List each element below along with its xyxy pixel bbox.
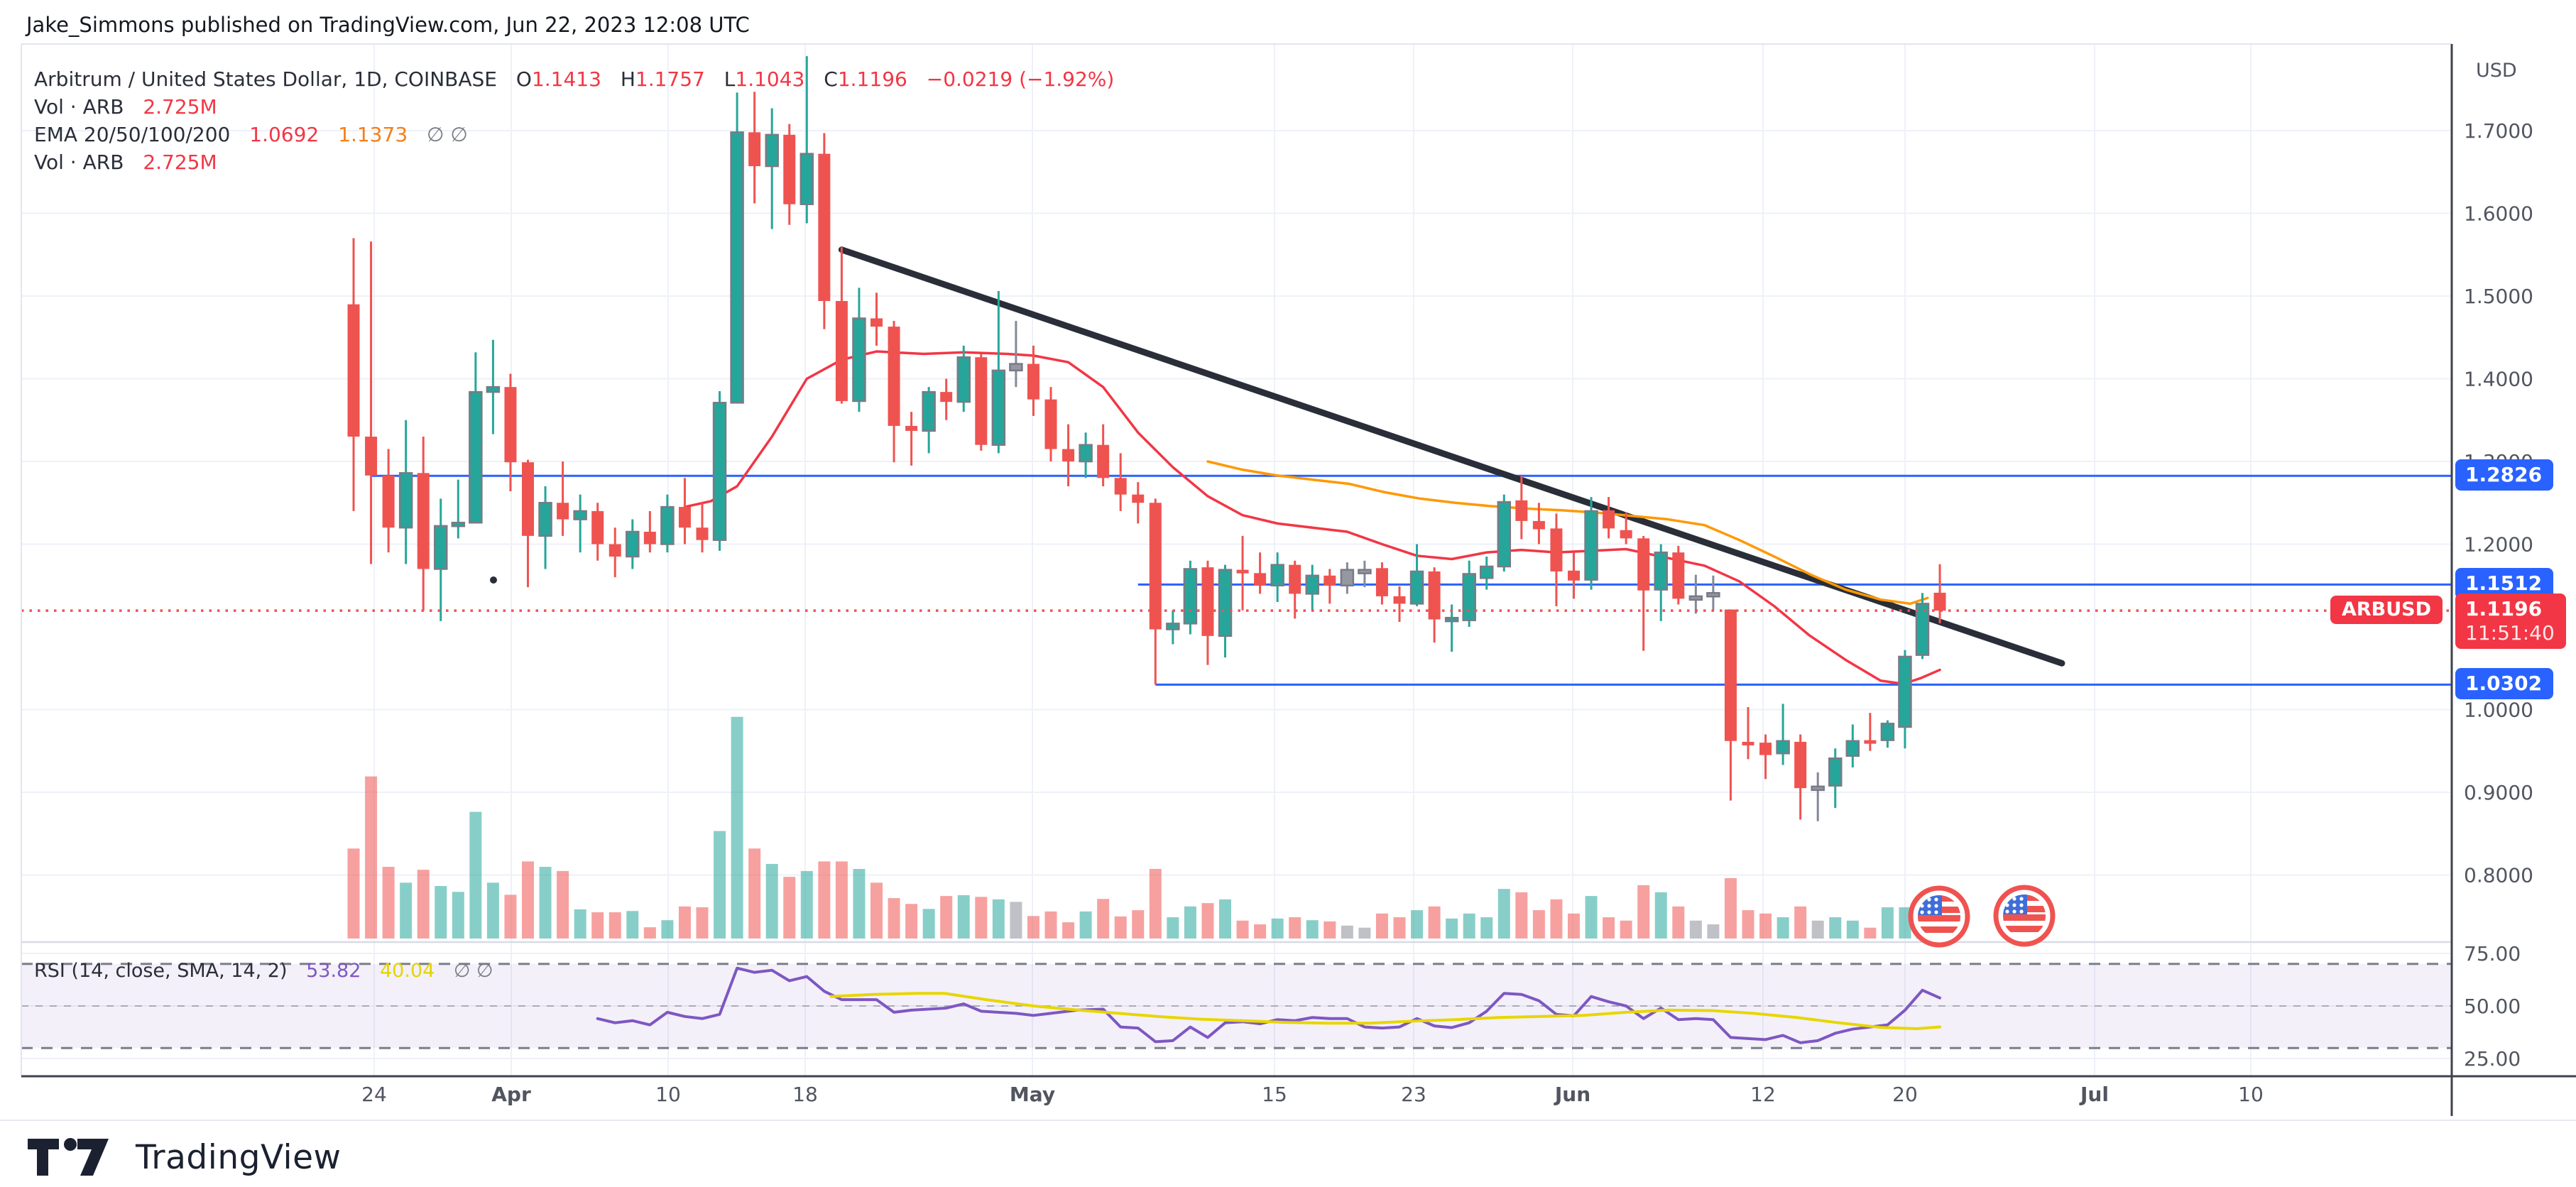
ohlc-change: −0.0219 (−1.92%): [926, 67, 1115, 91]
volume-indicator-row[interactable]: Vol · ARB 2.725M: [34, 93, 1114, 121]
svg-text:15: 15: [1262, 1083, 1287, 1106]
us-event-flag-icons: [1908, 885, 2056, 948]
ohlc-high-value: 1.1757: [635, 67, 705, 91]
price-axis-currency[interactable]: USD: [2476, 60, 2517, 82]
us-flag-icon: [1993, 885, 2056, 947]
volume-indicator-row-2[interactable]: Vol · ARB 2.725M: [34, 148, 1114, 176]
last-price-label[interactable]: 1.1196 11:51:40: [2455, 594, 2566, 650]
published-header: Jake_Simmons published on TradingView.co…: [26, 13, 750, 37]
volume2-label: Vol · ARB: [34, 151, 124, 174]
ema50-value: 1.1373: [338, 123, 408, 146]
svg-text:75.00: 75.00: [2464, 942, 2521, 966]
svg-text:12: 12: [1750, 1083, 1776, 1106]
ohlc-close-value: 1.1196: [837, 67, 907, 91]
ema20-value: 1.0692: [249, 123, 320, 146]
svg-text:0.8000: 0.8000: [2464, 864, 2533, 887]
svg-text:May: May: [1010, 1083, 1055, 1106]
ema-label: EMA 20/50/100/200: [34, 123, 231, 146]
drawing-anchor-dot: [490, 576, 497, 584]
bar-countdown: 11:51:40: [2465, 621, 2555, 645]
volume-label: Vol · ARB: [34, 95, 124, 119]
symbol-legend[interactable]: Arbitrum / United States Dollar, 1D, COI…: [34, 65, 1114, 176]
ohlc-open-value: 1.1413: [531, 67, 601, 91]
svg-text:20: 20: [1892, 1083, 1918, 1106]
rsi-legend[interactable]: RSI (14, close, SMA, 14, 2) 53.82 40.04 …: [34, 960, 493, 982]
svg-text:1.0000: 1.0000: [2464, 699, 2533, 722]
symbol-title: Arbitrum / United States Dollar, 1D, COI…: [34, 67, 497, 91]
tradingview-logo-icon: [28, 1138, 109, 1176]
tradingview-logo-text: TradingView: [136, 1137, 342, 1177]
volume-value: 2.725M: [143, 95, 217, 119]
svg-text:25.00: 25.00: [2464, 1047, 2521, 1071]
svg-text:1.7000: 1.7000: [2464, 119, 2533, 143]
svg-text:1.6000: 1.6000: [2464, 202, 2533, 226]
time-axis-labels: 24 Apr 10 18 May 15 23 Jun 12 20 Jul 10: [361, 1083, 2264, 1106]
volume-bars: [347, 716, 1946, 939]
symbol-price-tag[interactable]: ARBUSD: [2330, 596, 2443, 625]
svg-text:18: 18: [792, 1083, 818, 1106]
svg-text:Jul: Jul: [2079, 1083, 2109, 1106]
rsi-value: 53.82: [306, 960, 361, 982]
svg-text:Apr: Apr: [491, 1083, 531, 1106]
symbol-title-row[interactable]: Arbitrum / United States Dollar, 1D, COI…: [34, 65, 1114, 93]
grid-layer: [21, 44, 2452, 1076]
svg-text:1.2000: 1.2000: [2464, 533, 2533, 557]
level-label-1-2826[interactable]: 1.2826: [2455, 459, 2554, 491]
ohlc-close-label: C: [824, 67, 838, 91]
level-label-1-0302[interactable]: 1.0302: [2455, 668, 2554, 700]
volume2-value: 2.725M: [143, 151, 217, 174]
ema-empty-values: ∅ ∅: [427, 123, 468, 146]
tradingview-footer[interactable]: TradingView: [26, 1134, 341, 1180]
ema-indicator-row[interactable]: EMA 20/50/100/200 1.0692 1.1373 ∅ ∅: [34, 121, 1114, 148]
us-flag-icon: [1908, 885, 1970, 948]
svg-text:24: 24: [361, 1083, 387, 1106]
ohlc-low-label: L: [724, 67, 736, 91]
svg-text:23: 23: [1401, 1083, 1426, 1106]
candles-layer: [347, 56, 1946, 821]
ohlc-high-label: H: [620, 67, 635, 91]
svg-text:1.5000: 1.5000: [2464, 285, 2533, 308]
svg-text:10: 10: [2238, 1083, 2264, 1106]
rsi-band: [21, 963, 2452, 1049]
svg-text:Jun: Jun: [1554, 1083, 1590, 1106]
svg-text:1.4000: 1.4000: [2464, 368, 2533, 391]
ohlc-low-value: 1.1043: [735, 67, 805, 91]
svg-text:0.9000: 0.9000: [2464, 781, 2533, 804]
rsi-label: RSI (14, close, SMA, 14, 2): [34, 960, 288, 982]
ohlc-open-label: O: [515, 67, 532, 91]
rsi-empty-values: ∅ ∅: [453, 960, 493, 982]
svg-text:50.00: 50.00: [2464, 995, 2521, 1018]
rsi-sma-value: 40.04: [380, 960, 435, 982]
svg-text:10: 10: [655, 1083, 681, 1106]
last-price-value: 1.1196: [2465, 597, 2543, 621]
